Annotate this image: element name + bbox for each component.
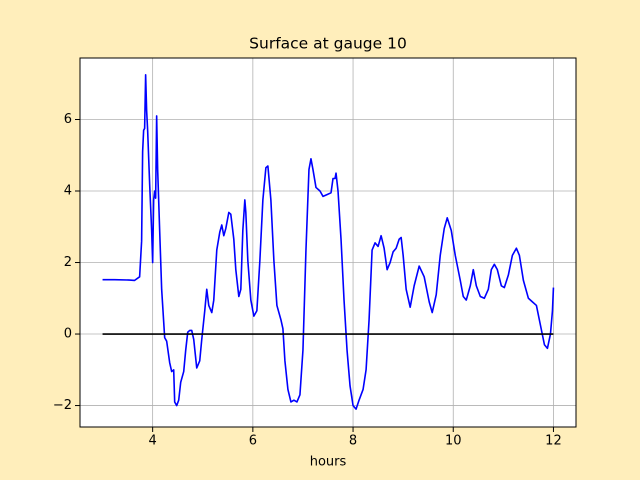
x-tick-label: 8 bbox=[349, 434, 357, 449]
y-tick-label: 6 bbox=[64, 112, 72, 127]
y-tick-label: −2 bbox=[53, 398, 72, 413]
plot-area bbox=[80, 58, 576, 427]
chart-title: Surface at gauge 10 bbox=[249, 35, 407, 53]
x-tick-label: 4 bbox=[149, 434, 157, 449]
y-tick-label: 2 bbox=[64, 255, 72, 270]
x-tick-label: 10 bbox=[445, 434, 462, 449]
x-axis-label: hours bbox=[310, 455, 347, 470]
x-tick-label: 12 bbox=[545, 434, 562, 449]
axes-frame bbox=[79, 57, 577, 428]
y-tick-label: 0 bbox=[64, 327, 72, 342]
data-line bbox=[102, 74, 555, 410]
ticks: 4 6 8 10 12 −2 0 2 4 6 bbox=[53, 112, 562, 449]
y-tick-label: 4 bbox=[64, 184, 72, 199]
x-tick-label: 6 bbox=[249, 434, 257, 449]
lines bbox=[102, 74, 555, 410]
